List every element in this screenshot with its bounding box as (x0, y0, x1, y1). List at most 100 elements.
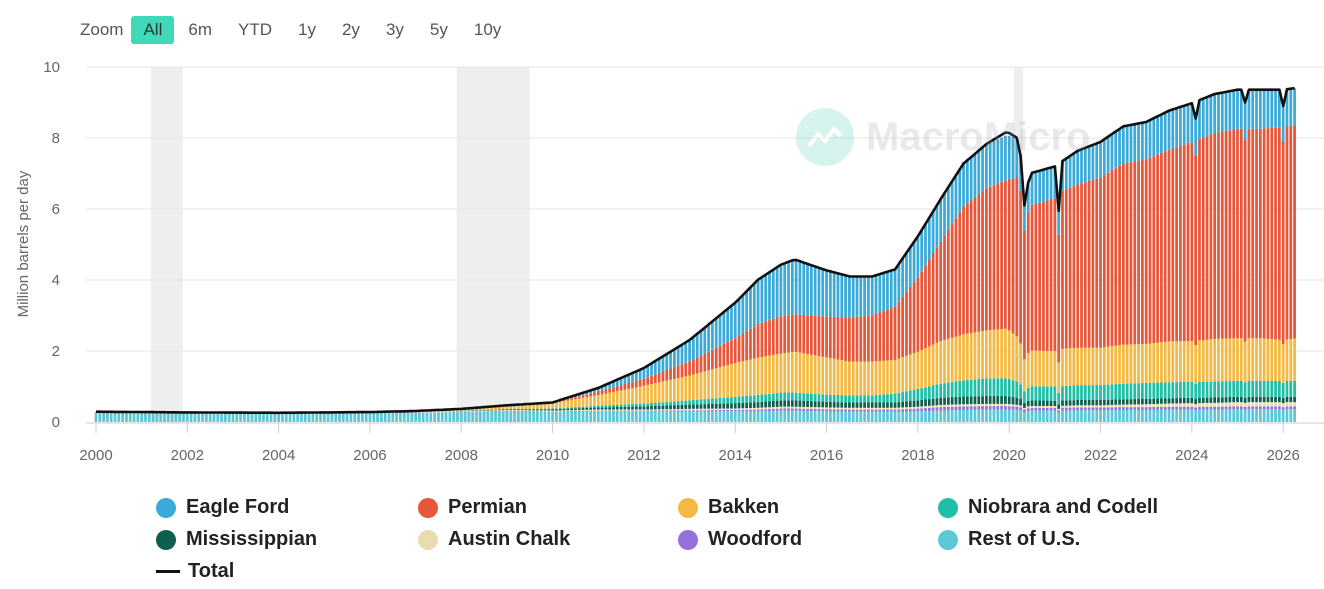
bar-segment (1072, 400, 1076, 406)
bar-segment (733, 302, 737, 339)
bar-segment (1270, 409, 1274, 422)
bar-segment (612, 411, 615, 422)
bar-segment (387, 412, 391, 422)
bar-segment (140, 413, 144, 422)
legend-label: Austin Chalk (448, 528, 571, 550)
legend-item-eagle-ford[interactable]: Eagle Ford (156, 496, 289, 519)
bar-segment (981, 396, 984, 404)
bar-segment (1091, 410, 1095, 422)
zoom-3y-button[interactable]: 3y (385, 20, 404, 39)
bar-segment (1057, 404, 1061, 409)
bar-segment (585, 410, 589, 412)
bar-segment (1000, 396, 1003, 404)
bar-segment (821, 411, 825, 422)
bar-segment (494, 409, 497, 411)
bar-segment (1163, 112, 1167, 152)
bar-segment (1015, 336, 1019, 382)
bar-segment (714, 368, 718, 399)
bar-segment (950, 406, 954, 411)
bar-segment (581, 411, 585, 422)
bar-segment (855, 316, 859, 362)
bar-segment (1285, 89, 1289, 127)
bar-segment (699, 372, 703, 400)
legend-item-bakken[interactable]: Bakken (678, 496, 779, 519)
bar-segment (1194, 404, 1198, 408)
bar-segment (589, 410, 593, 412)
bar-segment (962, 162, 965, 207)
bar-segment (558, 400, 562, 402)
zoom-5y-button[interactable]: 5y (429, 20, 448, 39)
bar-segment (790, 392, 794, 401)
bar-segment (935, 205, 939, 248)
bar-segment (478, 410, 482, 411)
bar-segment (589, 406, 593, 408)
bar-segment (642, 410, 646, 412)
bar-segment (494, 406, 497, 410)
bar-segment (1277, 406, 1281, 410)
bar-segment (600, 405, 604, 408)
bar-segment (817, 411, 821, 422)
legend-item-mississippian[interactable]: Mississippian (156, 528, 317, 551)
bar-segment (364, 413, 368, 422)
bar-segment (239, 413, 242, 422)
bar-segment (1095, 410, 1099, 422)
bar-segment (829, 316, 832, 359)
bar-segment (1049, 167, 1053, 200)
zoom-6m-button[interactable]: 6m (188, 20, 212, 39)
bar-segment (1228, 338, 1232, 382)
zoom-2y-button[interactable]: 2y (341, 20, 360, 39)
zoom-1y-button[interactable]: 1y (298, 20, 316, 39)
bar-segment (692, 374, 695, 401)
bar-segment (486, 411, 490, 422)
bar-segment (1167, 382, 1171, 399)
legend-item-total[interactable]: Total (156, 560, 234, 583)
bar-segment (897, 392, 901, 403)
woodford-swatch (678, 529, 698, 550)
zoom-all-button[interactable]: All (131, 16, 175, 44)
bar-segment (539, 411, 543, 422)
legend-item-rest-of-us[interactable]: Rest of U.S. (938, 528, 1080, 551)
zoom-ytd-button[interactable]: YTD (238, 20, 272, 39)
bar-segment (893, 409, 897, 412)
legend-item-woodford[interactable]: Woodford (678, 528, 802, 551)
bar-segment (981, 331, 984, 379)
bar-segment (703, 410, 707, 412)
legend-item-austin-chalk[interactable]: Austin Chalk (418, 528, 570, 551)
zoom-10y-button[interactable]: 10y (473, 20, 502, 39)
bar-segment (612, 381, 615, 388)
bar-segment (577, 396, 581, 399)
niobrara-swatch (938, 497, 958, 518)
bar-segment (178, 413, 182, 422)
bar-segment (1232, 129, 1236, 339)
bar-segment (1110, 399, 1114, 405)
bar-segment (1099, 407, 1102, 411)
bar-segment (1030, 386, 1034, 401)
bar-segment (520, 411, 524, 422)
bar-segment (752, 358, 756, 396)
bar-segment (562, 401, 566, 408)
bar-segment (1034, 407, 1038, 411)
bar-segment (840, 407, 844, 410)
bar-segment (1228, 130, 1232, 339)
bar-segment (848, 361, 851, 396)
bar-segment (414, 412, 417, 422)
bar-segment (992, 403, 996, 407)
bar-segment (844, 409, 847, 412)
bar-segment (859, 409, 863, 412)
bar-segment (760, 411, 764, 422)
bar-segment (1129, 344, 1133, 384)
bar-segment (741, 361, 745, 397)
bar-segment (570, 407, 573, 409)
bar-segment (577, 410, 581, 412)
bar-segment (882, 407, 886, 410)
bar-segment (631, 373, 634, 382)
bar-segment (456, 412, 459, 422)
legend-item-permian[interactable]: Permian (418, 496, 527, 519)
bar-segment (1091, 179, 1095, 348)
bar-segment (497, 410, 501, 411)
bar-segment (958, 168, 962, 213)
legend-item-niobrara[interactable]: Niobrara and Codell (938, 496, 1158, 519)
bar-segment (943, 410, 946, 422)
bar-segment (901, 409, 905, 412)
